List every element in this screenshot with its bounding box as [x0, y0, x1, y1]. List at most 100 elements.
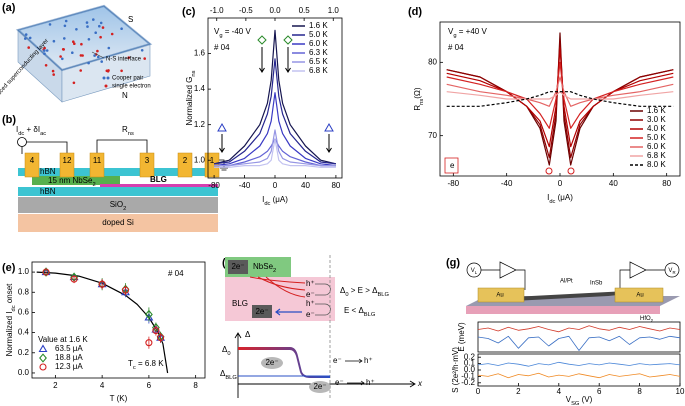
- electrode-label: 2: [183, 156, 188, 165]
- electrode-label: 11: [93, 156, 102, 165]
- electrode-label: 1: [210, 156, 215, 165]
- panel-label: (b): [2, 114, 16, 126]
- pair-dot: [86, 25, 89, 28]
- y-axis-label-part: R: [413, 105, 422, 111]
- layer-label: BLG: [232, 299, 248, 308]
- pair-dot: [87, 61, 90, 65]
- x-tick-label: 40: [609, 179, 618, 188]
- pair-dot: [63, 37, 66, 40]
- axis: [234, 332, 416, 398]
- pad-label: Au: [636, 293, 643, 299]
- meter-label-part: R: [672, 270, 675, 275]
- x-tick-label: 0: [476, 387, 481, 396]
- series-line: [446, 76, 674, 107]
- electron-dot: [143, 57, 146, 60]
- hbn-bottom: [18, 187, 218, 196]
- x-tick-label: 80: [331, 181, 340, 190]
- legend-label: 12.3 μA: [55, 362, 83, 371]
- x-axis-label-part: I: [262, 195, 264, 204]
- material-label: InSb: [590, 281, 603, 287]
- pair-oval: [309, 381, 331, 393]
- y-axis-label-part: dc: [11, 305, 17, 311]
- annotation-part: = -40 V: [223, 27, 252, 36]
- x2-tick-label: 0.5: [299, 6, 311, 15]
- x-axis-label: T (K): [110, 394, 128, 403]
- x-axis-label: VSG (V): [566, 395, 593, 406]
- pair-dot: [52, 39, 56, 43]
- carrier-label: e⁻: [306, 310, 315, 319]
- x-axis-label-part: SG: [571, 401, 580, 406]
- interface-label: N-S interface: [106, 57, 142, 63]
- pair-label: 2e⁻: [255, 307, 268, 316]
- electrode: [89, 152, 105, 178]
- pair-dot: [87, 38, 91, 41]
- electron-dot: [44, 64, 48, 67]
- pair-dot: [45, 49, 49, 52]
- resistance-label: Rns: [122, 125, 134, 136]
- pair-box: [252, 305, 272, 318]
- carrier-label: h⁺: [306, 279, 315, 288]
- x-tick-label: 80: [662, 179, 671, 188]
- annotation-box: [444, 157, 459, 174]
- series-line: [214, 138, 336, 168]
- pair-label: 2e⁻: [231, 262, 244, 271]
- pair-dot: [43, 52, 46, 55]
- current-label-part: dc: [18, 131, 24, 137]
- y-tick-label: 1.6: [194, 49, 206, 58]
- wire: [21, 141, 68, 154]
- nanowire: [514, 291, 626, 301]
- series-line: [477, 361, 681, 367]
- pair-dot: [75, 28, 78, 31]
- gate-layer: [466, 306, 660, 314]
- series-line: [477, 372, 681, 379]
- carrier-label: h⁺: [306, 299, 315, 308]
- pair-dot: [63, 24, 67, 28]
- y-tick-label: 0.4: [18, 328, 30, 337]
- plot-frame: [31, 261, 206, 379]
- meter-label-part: L: [475, 270, 478, 275]
- legend-label: 63.5 μA: [55, 344, 83, 353]
- andreev-arrow: [265, 276, 306, 298]
- pointer: [91, 51, 105, 59]
- electron-dot: [27, 46, 31, 49]
- resistance-label-part: ns: [128, 131, 134, 137]
- axis-label-part: 0: [227, 351, 230, 357]
- y-tick-label: 0.0: [18, 368, 30, 377]
- material-label-part: HfO: [640, 316, 651, 322]
- hbn-top: [18, 168, 218, 176]
- annotation: Tc = 6.8 K: [128, 359, 164, 370]
- y-tick-label: 0.2: [464, 352, 476, 361]
- condition-label: Δ0 > E > ΔBLG: [340, 286, 390, 297]
- layer-label-part: 2: [92, 182, 95, 188]
- annotation: Vg = -40 V: [214, 27, 251, 38]
- conversion-arrow: [345, 358, 363, 364]
- amplifier: [481, 261, 526, 290]
- layer-label-part: 2: [123, 206, 126, 212]
- x-tick-label: 2: [53, 381, 58, 390]
- electrode: [24, 152, 40, 178]
- y-axis-label: Rns(Ω): [413, 87, 424, 111]
- y-axis-label-part: Normalized I: [5, 311, 14, 356]
- panel-label: (d): [408, 6, 422, 18]
- material-label: HfO2: [640, 316, 654, 323]
- triangle-indicator: [324, 122, 334, 132]
- annotation-part: = 6.8 K: [136, 359, 164, 368]
- layer-label-part: 2: [273, 268, 276, 274]
- pair-dot: [98, 24, 101, 28]
- electrode: [139, 152, 155, 178]
- legend-dot: [104, 84, 108, 88]
- series-line: [446, 61, 674, 129]
- y-axis-label-part: onset: [5, 283, 14, 306]
- legend-label: 18.8 μA: [55, 353, 83, 362]
- pair-dot: [100, 60, 103, 63]
- electron-dot: [96, 49, 99, 53]
- legend-label: 6.3 K: [309, 48, 328, 57]
- pair-label: 2e⁻: [313, 382, 326, 391]
- panel-label: (a): [2, 2, 16, 14]
- pair-dot: [61, 57, 64, 61]
- x-tick-label: 6: [597, 387, 602, 396]
- electrode: [177, 152, 193, 178]
- x-tick-label: 2: [516, 387, 521, 396]
- electron-dot: [81, 54, 84, 57]
- pair-dot: [93, 54, 96, 57]
